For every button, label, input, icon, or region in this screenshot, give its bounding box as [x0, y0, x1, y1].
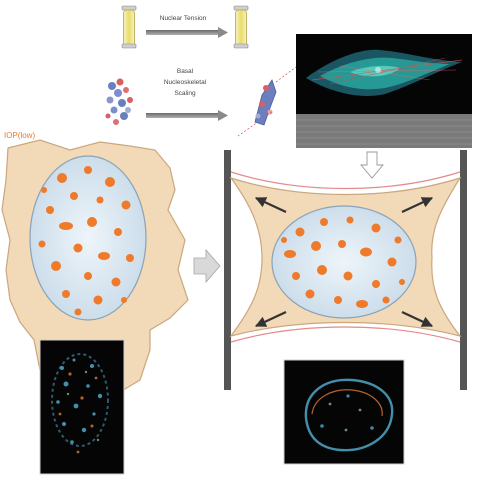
fluorescence-image: [39, 339, 125, 475]
right-arrow-icon: [193, 248, 221, 284]
test-tube-icon: [121, 5, 137, 49]
tension-line-bottom: [230, 326, 461, 343]
fluorescence-image: [283, 359, 405, 465]
stretch-arrows: [255, 197, 433, 327]
top-arrow-label: Nuclear Tension: [160, 15, 207, 22]
middle-arrow-label-2: Nucleoskeletal: [164, 79, 207, 86]
right-arrow-icon: [146, 110, 228, 121]
tension-line-top: [230, 171, 461, 190]
left-cell-label: IOP(low): [4, 131, 35, 140]
left-nucleus-chromatin: [38, 166, 134, 316]
middle-arrow-label-3: Scaling: [174, 90, 196, 97]
left-pillar: [224, 150, 231, 390]
protein-structure-icon: [254, 79, 277, 126]
test-tube-icon: [233, 5, 249, 49]
microscopy-image: [296, 34, 472, 148]
left-nucleus: [29, 155, 147, 321]
right-pillar: [460, 150, 467, 390]
right-arrow-icon: [146, 27, 228, 38]
down-arrow-icon: [360, 151, 384, 179]
middle-arrow-label-1: Basal: [177, 68, 194, 75]
right-nucleus-chromatin: [281, 216, 405, 308]
protein-structure-icon: [105, 78, 133, 125]
